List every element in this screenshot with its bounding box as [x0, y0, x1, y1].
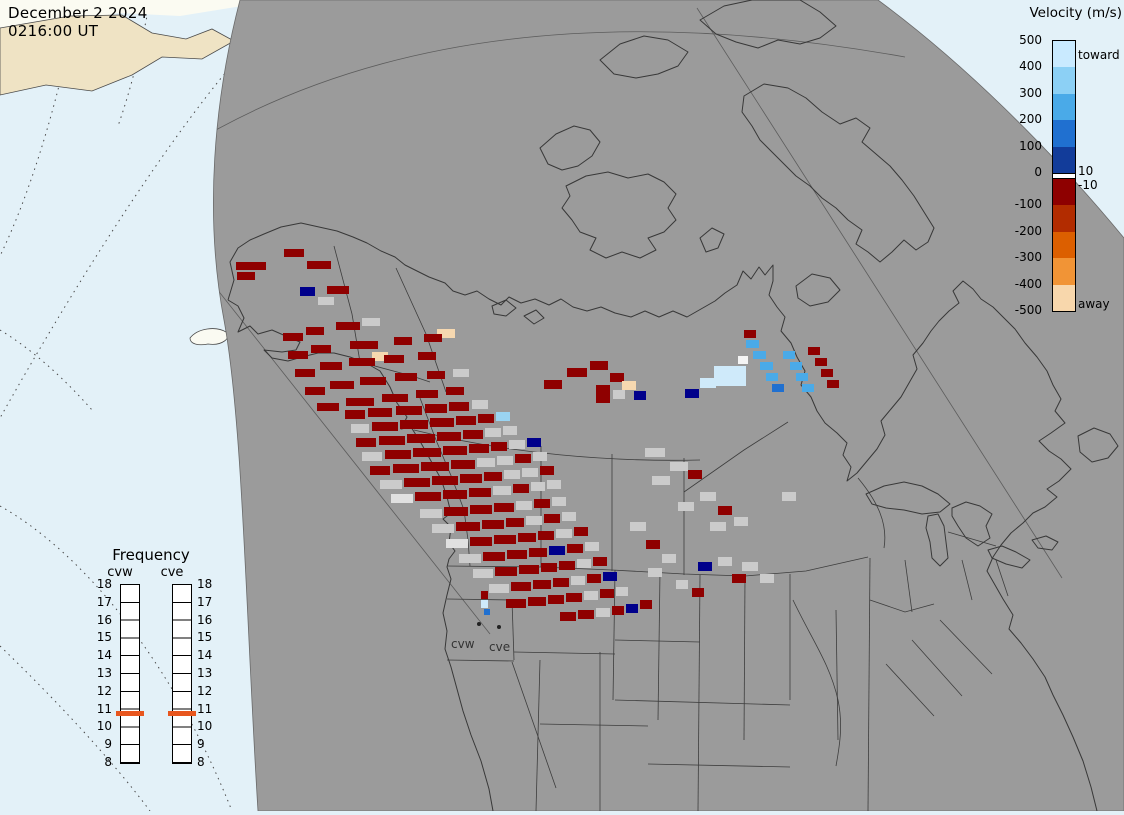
frequency-bar-cvw	[116, 584, 144, 764]
frequency-title: Frequency	[112, 546, 190, 564]
velocity-legend: Velocity (m/s) 500 400 300 200 100 0 -100 -200-…	[1000, 0, 1124, 330]
radar-site-cvw	[477, 622, 481, 626]
velocity-tick-labels: 500 400 300 200 100 0 -100 -200 -300 -400 -500	[1014, 33, 1042, 317]
frequency-panel: Frequency cvw cve 18 17 16 15 14 13 12 11 10 9 8 1…	[85, 546, 235, 781]
radar-label-cve: cve	[489, 640, 510, 654]
ice-area	[0, 0, 242, 36]
plot-date: December 2 2024	[8, 4, 148, 22]
plot-header: December 2 2024 0216:00 UT	[8, 4, 148, 40]
frequency-bar-cve	[168, 584, 196, 764]
radar-site-cve	[497, 625, 501, 629]
plot-time: 0216:00 UT	[8, 22, 99, 40]
map-disk	[213, 0, 1124, 812]
away-label: away	[1078, 297, 1110, 311]
velocity-tick-neg10: -10	[1078, 178, 1098, 192]
radar-data-cells	[236, 249, 839, 621]
frequency-column-cvw: cvw	[107, 565, 133, 580]
radar-site-markers: cvw cve	[451, 622, 510, 654]
velocity-colorbar	[1052, 40, 1076, 312]
island-outside	[189, 328, 229, 346]
velocity-side-labels: toward 10 -10 away	[1078, 40, 1124, 316]
frequency-marker-cve	[168, 711, 196, 716]
fov-lines	[213, 7, 1063, 635]
frequency-scale-left: 18 17 16 15 14 13 12 11 10 9 8	[96, 577, 112, 769]
frequency-marker-cvw	[116, 711, 144, 716]
radar-label-cvw: cvw	[451, 637, 475, 651]
velocity-tick-10: 10	[1078, 164, 1094, 178]
siberia-landmass	[0, 14, 235, 96]
frequency-scale-right: 18 17 16 15 14 13 12 11 10 9 8	[197, 577, 213, 769]
toward-label: toward	[1078, 48, 1120, 62]
frequency-column-cve: cve	[160, 565, 184, 580]
velocity-legend-title: Velocity (m/s)	[1029, 5, 1122, 21]
